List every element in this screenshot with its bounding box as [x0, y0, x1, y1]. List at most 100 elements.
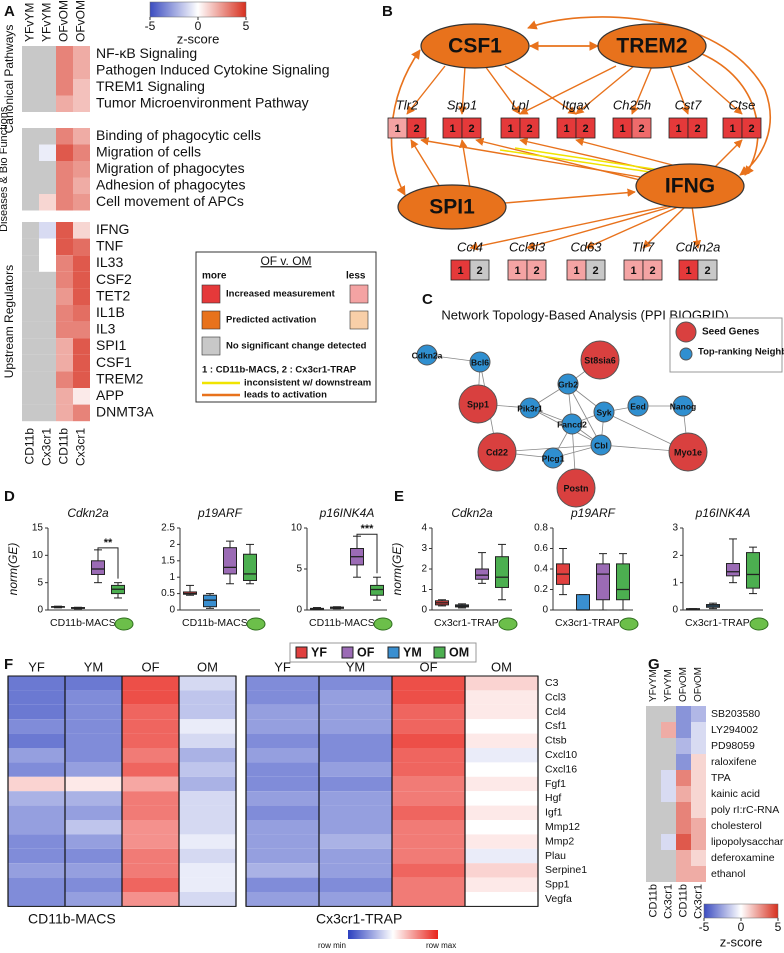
gene-label: Spp1 [545, 879, 570, 891]
heatmap-cell [676, 850, 691, 866]
heatmap-cell [646, 802, 661, 818]
heatmap-cell [179, 791, 236, 806]
regulator-node [635, 163, 745, 209]
gene-box-label: 1 [729, 123, 735, 135]
heatmap-cell [39, 222, 56, 239]
gene-box-label: 2 [582, 123, 588, 135]
legend-label: OF [357, 645, 375, 659]
y-tick-label: 0 [169, 605, 175, 616]
heatmap-cell [73, 177, 90, 194]
row-label: TPA [711, 772, 731, 784]
heatmap-cell [65, 892, 122, 907]
y-tick-label: 0.8 [534, 523, 548, 534]
heatmap-cell [39, 255, 56, 272]
heatmap-cell [392, 748, 465, 763]
gene-box-label: 1 [573, 265, 579, 277]
gene-box [642, 259, 663, 281]
heatmap-cell [179, 733, 236, 748]
neighbor-node [416, 344, 438, 366]
heatmap-cell [8, 776, 65, 792]
heatmap-cell [73, 144, 90, 161]
row-label: poly rI:rC-RNA [711, 804, 779, 816]
heatmap-cell [56, 305, 73, 322]
gene-box-label: 2 [649, 265, 655, 277]
regulator-node [420, 23, 530, 69]
heatmap-cell [8, 877, 65, 892]
legend-swatch [349, 284, 369, 304]
y-label: norm(GE) [6, 543, 20, 596]
row-label: SPI1 [96, 337, 127, 353]
legend-swatch [675, 321, 697, 343]
heatmap-cell [73, 338, 90, 355]
row-label: TNF [96, 238, 123, 254]
colorbar-tick-label: 0 [738, 920, 745, 934]
heatmap-cell [676, 754, 691, 770]
heatmap-cell [246, 805, 319, 820]
heatmap-cell [179, 676, 236, 691]
heatmap-frame [245, 675, 539, 907]
x-label: CD11b-MACS [182, 617, 248, 629]
heatmap-cell [8, 719, 65, 734]
heatmap-cell [465, 892, 538, 907]
section-label: Canonical Pathways [2, 25, 16, 134]
panel-label: G [648, 656, 660, 673]
heatmap-cell [319, 690, 392, 705]
heatmap-cell [392, 733, 465, 748]
row-label: ethanol [711, 868, 745, 880]
row-label: cholesterol [711, 820, 762, 832]
row-label: Migration of phagocytes [96, 160, 245, 176]
heatmap-cell [39, 177, 56, 194]
y-tick-label: 10 [32, 550, 44, 561]
heatmap-cell [676, 786, 691, 802]
heatmap-cell [246, 877, 319, 892]
neighbor-node [557, 373, 579, 395]
legend-line-label: leads to activation [244, 390, 327, 401]
node-label: Cdkn2a [412, 350, 443, 360]
heatmap-cell [246, 748, 319, 763]
dataset-label: Cx3cr1-TRAP [316, 911, 402, 927]
row-label: IL33 [96, 254, 123, 270]
heatmap-cell [39, 46, 56, 63]
gene-label: Fgf1 [545, 778, 566, 790]
column-label: OFvOM [74, 0, 88, 42]
column-label: YFvYM [648, 669, 659, 702]
heatmap-cell [392, 690, 465, 705]
gene-box-label: 2 [413, 123, 419, 135]
legend-label: Top-ranking Neighbors [698, 347, 784, 358]
y-tick-label: 1 [169, 572, 175, 583]
heatmap-cell [246, 892, 319, 907]
y-tick-label: 10 [291, 523, 303, 534]
group-label: OF [141, 659, 159, 674]
gene-box-label: 1 [685, 265, 691, 277]
column-source-label: CD11b [23, 428, 37, 465]
network-edge [504, 188, 636, 204]
node-label: Plcg1 [542, 453, 565, 463]
x-label: CD11b-MACS [309, 617, 375, 629]
heatmap-cell [691, 770, 706, 786]
heatmap-cell [39, 321, 56, 339]
heatmap-cell [246, 704, 319, 720]
heatmap-cell [56, 354, 73, 372]
gene-box [631, 117, 652, 139]
legend-note: 1 : CD11b-MACS, 2 : Cx3cr1-TRAP [202, 365, 357, 376]
network-edge [527, 16, 771, 176]
heatmap-cell [465, 877, 538, 892]
legend-swatch [295, 646, 308, 659]
heatmap-cell [392, 791, 465, 806]
heatmap-cell [246, 676, 319, 691]
heatmap-cell [122, 848, 179, 864]
heatmap-cell [22, 305, 39, 322]
network-title: Network Topology-Based Analysis (PPI BIO… [441, 307, 728, 322]
heatmap-cell [22, 161, 39, 178]
row-label: IL3 [96, 321, 116, 337]
colorbar-tick-label: 5 [243, 19, 250, 33]
significance: ** [104, 537, 113, 549]
y-tick-label: 2 [672, 550, 678, 561]
y-tick-label: 0 [421, 605, 427, 616]
heatmap-cell [676, 834, 691, 850]
heatmap-cell [56, 255, 73, 272]
heatmap-cell [676, 818, 691, 834]
regulator-label: TREM2 [616, 35, 687, 58]
heatmap-cell [65, 690, 122, 705]
network-edge [514, 147, 661, 171]
